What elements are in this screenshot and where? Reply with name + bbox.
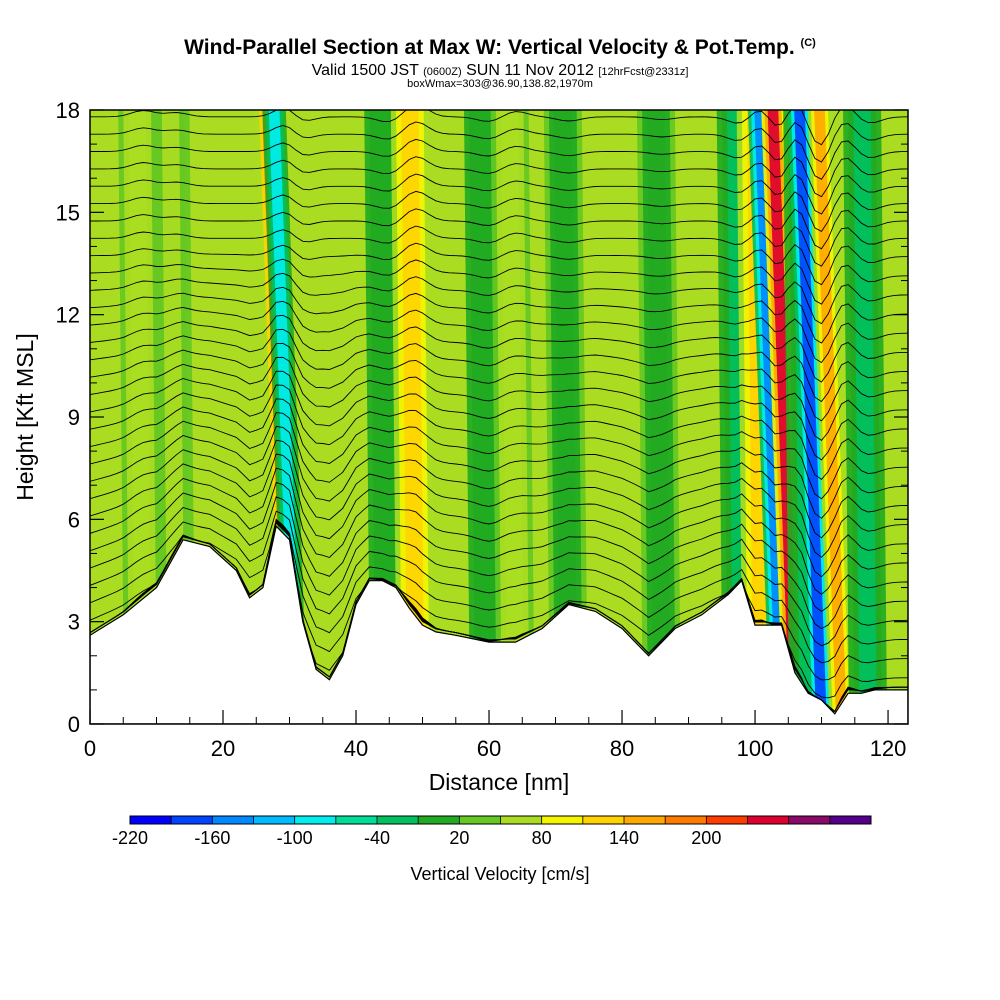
theta-contour [90,300,908,364]
x-axis-label: Distance [nm] [429,769,570,795]
theta-contour [90,258,908,305]
colorbar-swatch [665,816,707,824]
w-band [647,110,671,724]
w-band [794,110,827,724]
theta-contour [90,138,908,180]
colorbar-swatch [253,816,296,824]
terrain-mask [90,524,908,724]
colorbar-swatch [294,816,337,824]
colorbar-tick-label: 80 [532,828,552,848]
terrain [90,524,908,724]
theta-contour [90,110,908,146]
colorbar-swatch [747,816,790,824]
colorbar: -220 -160 -100 -40 20 80 140 200 [112,815,872,848]
colorbar-swatch [706,816,748,824]
theta-contour [90,384,908,481]
x-axis: 0 20 40 60 80 100 120 [84,710,907,761]
theta-contour [90,286,908,344]
y-axis-label: Height [Kft MSL] [12,333,38,500]
theta-contour [90,356,908,442]
colorbar-swatch [377,816,419,824]
colorbar-tick-label: -40 [364,828,390,848]
y-tick-label: 12 [56,303,80,328]
theta-contour [90,412,908,519]
colorbar-swatch [459,816,501,824]
theta-contour [90,425,908,539]
x-tick-label: 60 [477,736,501,761]
chart-subtitle: Valid 1500 JST (0600Z) SUN 11 Nov 2012 [… [311,62,689,79]
theta-contour [90,519,908,681]
colorbar-swatch [788,816,831,824]
colorbar-swatch [541,816,584,824]
colorbar-tick-label: -220 [112,828,148,848]
w-band [128,110,152,724]
colorbar-swatch [624,816,666,824]
colorbar-tick-label: 140 [609,828,639,848]
theta-contour [90,481,908,612]
colorbar-swatch [418,816,460,824]
w-band [853,110,877,724]
w-band [374,110,398,724]
theta-contour [90,342,908,422]
chart-title: Wind-Parallel Section at Max W: Vertical… [184,36,816,59]
colorbar-swatch [582,816,625,824]
theta-contour [90,510,908,647]
colorbar-tick-label: -100 [277,828,313,848]
theta-contour [90,121,908,163]
colorbar-swatch [500,816,543,824]
y-tick-label: 0 [68,712,80,737]
colorbar-tick-label: 20 [449,828,469,848]
x-tick-label: 120 [870,736,907,761]
theta-contour [90,467,908,595]
y-tick-label: 6 [68,507,80,532]
x-tick-label: 100 [737,736,774,761]
theta-contours [90,110,908,713]
theta-contour [90,190,908,232]
theta-contour [90,439,908,558]
colorbar-swatch [212,816,254,824]
y-tick-label: 18 [56,98,80,123]
x-tick-label: 0 [84,736,96,761]
colorbar-title: Vertical Velocity [cm/s] [410,864,590,884]
theta-contour [90,242,908,286]
theta-contour [90,225,908,267]
colorbar-swatch [335,816,378,824]
w-band [474,110,498,724]
theta-contour [90,328,908,403]
theta-contour [90,272,908,325]
theta-contour [90,208,908,250]
y-tick-label: 3 [68,610,80,635]
y-tick-label: 15 [56,200,80,225]
theta-contour [90,398,908,500]
x-tick-label: 40 [344,736,368,761]
colorbar-tick-label: 200 [691,828,721,848]
theta-contour [90,314,908,383]
theta-contour [90,453,908,578]
theta-contour [90,173,908,215]
w-band [554,110,578,724]
y-tick-label: 9 [68,405,80,430]
theta-contour [90,156,908,198]
theta-contour [90,370,908,461]
box-info: boxWmax=303@36.90,138.82,1970m [407,78,593,90]
x-tick-label: 20 [211,736,235,761]
colorbar-tick-label: -160 [194,828,230,848]
colorbar-swatch [130,816,172,824]
theta-contour [90,518,908,664]
colorbar-swatch [171,816,213,824]
w-band [814,110,847,724]
y-axis: 0 3 6 9 12 15 18 [56,98,908,737]
theta-contour [90,496,908,630]
colorbar-swatch [829,816,872,824]
x-tick-label: 80 [610,736,634,761]
